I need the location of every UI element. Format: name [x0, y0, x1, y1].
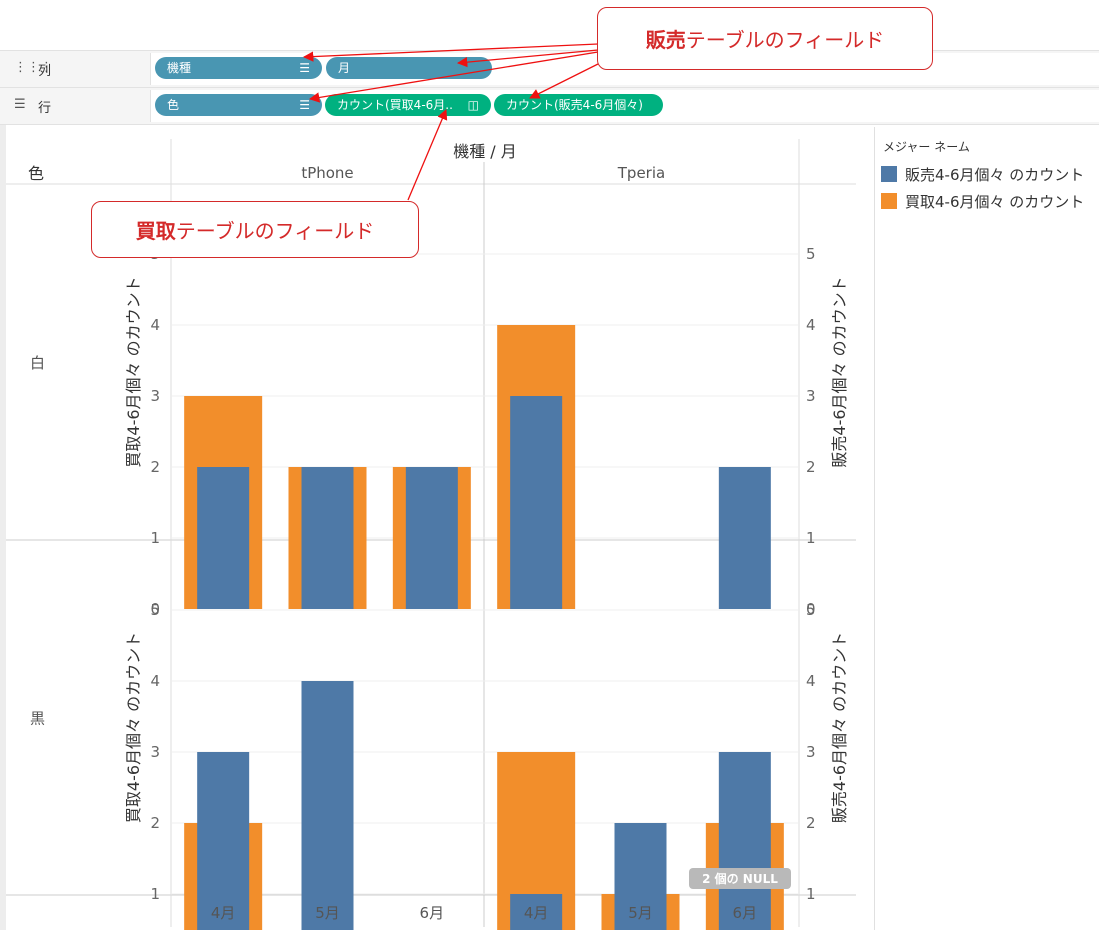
y-tick-left: 1	[150, 529, 160, 547]
row-header-color: 色	[28, 164, 44, 183]
legend: メジャー ネーム 販売4-6月個々 のカウント 買取4-6月個々 のカウント	[874, 127, 1099, 930]
sales-bar	[718, 752, 771, 930]
pill-model-label: 機種	[167, 61, 192, 75]
y-tick-left: 1	[150, 885, 160, 903]
callout-purchase-bold: 買取	[135, 219, 176, 243]
sales-bar	[718, 467, 771, 609]
y-tick-right: 1	[806, 529, 816, 547]
sales-bar	[614, 823, 667, 930]
null-badge-text: 2 個の NULL	[702, 871, 778, 886]
y-tick-right: 4	[806, 672, 816, 690]
y-tick-left: 3	[150, 387, 160, 405]
y-axis-title-right: 販売4-6月個々 のカウント	[830, 276, 849, 467]
y-tick-left: 4	[150, 316, 160, 334]
y-tick-right: 1	[806, 885, 816, 903]
y-tick-right: 3	[806, 743, 816, 761]
columns-icon: ⋮⋮⋮	[14, 60, 53, 75]
sort-icon: ☰	[299, 98, 310, 112]
x-tick-label: 4月	[524, 904, 549, 922]
callout-purchase-text: テーブルのフィールド	[175, 219, 375, 243]
x-tick-label: 5月	[315, 904, 340, 922]
y-axis-title-right: 販売4-6月個々 のカウント	[830, 632, 849, 823]
callout-sales-fields: 販売 テーブルのフィールド	[597, 7, 933, 70]
sales-bar	[301, 681, 354, 930]
x-tick-label: 4月	[211, 904, 236, 922]
pill-color-label: 色	[167, 98, 180, 112]
legend-title: メジャー ネーム	[883, 140, 970, 154]
sales-bar	[197, 467, 250, 609]
rows-shelf-label: 行	[38, 101, 52, 116]
y-tick-left: 4	[150, 672, 160, 690]
y-tick-right: 2	[806, 814, 816, 832]
legend-item-sales[interactable]: 販売4-6月個々 のカウント	[881, 164, 1084, 185]
legend-swatch-purchase	[881, 193, 897, 209]
left-panel-edge	[0, 125, 6, 930]
y-axis-title-left: 買取4-6月個々 のカウント	[124, 632, 143, 823]
y-tick-left: 3	[150, 743, 160, 761]
rows-shelf-track[interactable]: 色 ☰ カウント(買取4-6月.. ◫ カウント(販売4-6月個々)	[150, 90, 1099, 122]
sales-bar	[405, 467, 458, 609]
x-tick-label: 5月	[628, 904, 653, 922]
column-header: Tperia	[617, 164, 665, 182]
calc-icon: ◫	[467, 98, 479, 112]
sales-bar	[510, 396, 563, 609]
y-axis-title-left: 買取4-6月個々 のカウント	[124, 276, 143, 467]
legend-label-sales: 販売4-6月個々 のカウント	[905, 166, 1085, 184]
columns-shelf-label: 列	[38, 64, 52, 79]
sort-icon: ☰	[299, 61, 310, 75]
y-tick-left: 2	[150, 814, 160, 832]
columns-shelf: ⋮⋮⋮ 列 機種 ☰ 月	[0, 50, 1099, 88]
row-label: 黒	[30, 710, 45, 728]
y-tick-right: 5	[806, 601, 816, 619]
row-label: 白	[30, 354, 45, 372]
callout-sales-text: テーブルのフィールド	[685, 28, 885, 52]
legend-label-purchase: 買取4-6月個々 のカウント	[905, 193, 1085, 211]
sales-bar	[301, 467, 354, 609]
pill-count-purchase-label: カウント(買取4-6月..	[337, 98, 453, 112]
callout-sales-bold: 販売	[645, 28, 686, 52]
y-tick-right: 3	[806, 387, 816, 405]
column-header: tPhone	[301, 164, 353, 182]
pill-count-purchase[interactable]: カウント(買取4-6月.. ◫	[325, 94, 491, 116]
sales-bar	[510, 894, 563, 930]
y-tick-left: 0	[150, 600, 160, 618]
y-tick-right: 0	[806, 600, 816, 618]
rows-shelf: ☰ 行 色 ☰ カウント(買取4-6月.. ◫ カウント(販売4-6月個々)	[0, 87, 1099, 125]
pill-count-sales-label: カウント(販売4-6月個々)	[506, 98, 643, 112]
rows-icon: ☰	[14, 97, 26, 112]
y-tick-right: 4	[806, 316, 816, 334]
y-tick-right: 5	[806, 245, 816, 263]
pill-model[interactable]: 機種 ☰	[155, 57, 322, 79]
x-tick-label: 6月	[420, 904, 445, 922]
y-tick-left: 5	[150, 601, 160, 619]
pill-month-label: 月	[338, 61, 351, 75]
legend-swatch-sales	[881, 166, 897, 182]
legend-item-purchase[interactable]: 買取4-6月個々 のカウント	[881, 191, 1084, 212]
pill-color[interactable]: 色 ☰	[155, 94, 322, 116]
pill-month[interactable]: 月	[326, 57, 492, 79]
x-tick-label: 6月	[733, 904, 758, 922]
sales-bar	[197, 752, 250, 930]
callout-purchase-fields: 買取 テーブルのフィールド	[91, 201, 419, 258]
y-tick-right: 2	[806, 458, 816, 476]
pill-count-sales[interactable]: カウント(販売4-6月個々)	[494, 94, 663, 116]
chart-title: 機種 / 月	[453, 142, 517, 161]
y-tick-left: 2	[150, 458, 160, 476]
null-badge	[689, 868, 791, 889]
bar-chart: 機種 / 月色 tPhone Tperia 白 0 0 1 1 2 2 3 3 4 4 5 5 買取4-6月個々…	[6, 139, 856, 930]
